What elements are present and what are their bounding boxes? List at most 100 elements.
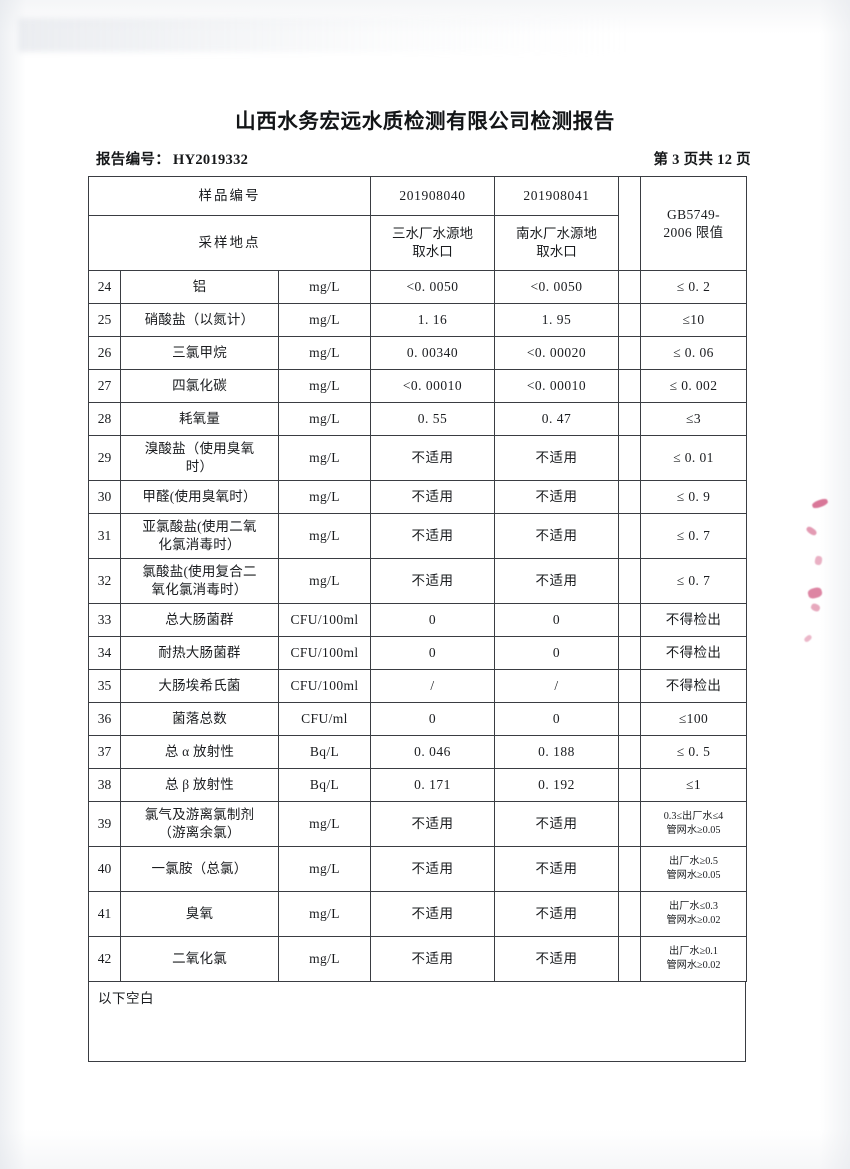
row-item-35: 大肠埃希氏菌 [120,669,279,703]
row-value1-26: 0. 00340 [370,336,495,370]
row-item-24: 铝 [120,270,279,304]
row-item-28: 耗氧量 [120,402,279,436]
results-table: 样品编号 201908040 201908041 GB5749- 2006 限值 采样地点… [88,176,747,982]
row-unit-24: mg/L [278,270,371,304]
row-value2-27: <0. 00010 [494,369,619,403]
row-item-39: 氯气及游离氯制剂 （游离余氯） [120,801,279,847]
row-value1-24: <0. 0050 [370,270,495,304]
row-index-24: 24 [88,270,121,304]
row-gap-24 [618,270,641,304]
row-limit-27: ≤ 0. 002 [640,369,747,403]
row-limit-36: ≤100 [640,702,747,736]
table-row: 37 总 α 放射性 Bq/L 0. 046 0. 188 ≤ 0. 5 [88,735,747,769]
row-limit-39: 0.3≤出厂水≤4 管网水≥0.05 [640,801,747,847]
red-seal-fragments [802,0,832,1169]
table-row: 24 铝 mg/L <0. 0050 <0. 0050 ≤ 0. 2 [88,270,747,304]
row-limit-30: ≤ 0. 9 [640,480,747,514]
row-value2-40: 不适用 [494,846,619,892]
row-value1-39: 不适用 [370,801,495,847]
row-value2-41: 不适用 [494,891,619,937]
table-row: 41 臭氧 mg/L 不适用 不适用 出厂水≤0.3 管网水≥0.02 [88,891,747,937]
row-index-40: 40 [88,846,121,892]
row-limit-38: ≤1 [640,768,747,802]
report-number: 报告编号： HY2019332 [96,148,248,169]
header-sample-site-2: 南水厂水源地 取水口 [494,215,619,271]
row-index-26: 26 [88,336,121,370]
row-value1-32: 不适用 [370,558,495,604]
row-gap-35 [618,669,641,703]
table-row: 26 三氯甲烷 mg/L 0. 00340 <0. 00020 ≤ 0. 06 [88,336,747,370]
row-unit-31: mg/L [278,513,371,559]
row-limit-41: 出厂水≤0.3 管网水≥0.02 [640,891,747,937]
table-row: 42 二氧化氯 mg/L 不适用 不适用 出厂水≥0.1 管网水≥0.02 [88,936,747,982]
row-value1-41: 不适用 [370,891,495,937]
row-gap-41 [618,891,641,937]
row-index-39: 39 [88,801,121,847]
row-value2-32: 不适用 [494,558,619,604]
row-gap-34 [618,636,641,670]
row-value1-31: 不适用 [370,513,495,559]
row-value1-36: 0 [370,702,495,736]
row-value1-27: <0. 00010 [370,369,495,403]
table-row: 39 氯气及游离氯制剂 （游离余氯） mg/L 不适用 不适用 0.3≤出厂水≤4 管网水≥0… [88,801,747,847]
row-unit-28: mg/L [278,402,371,436]
row-item-31: 亚氯酸盐(使用二氧 化氯消毒时） [120,513,279,559]
row-gap-37 [618,735,641,769]
row-item-27: 四氯化碳 [120,369,279,403]
row-value1-25: 1. 16 [370,303,495,337]
table-row: 28 耗氧量 mg/L 0. 55 0. 47 ≤3 [88,402,747,436]
row-index-36: 36 [88,702,121,736]
report-meta-row: 报告编号： HY2019332 第 3 页共 12 页 [96,148,751,169]
table-row: 32 氯酸盐(使用复合二 氧化氯消毒时） mg/L 不适用 不适用 ≤ 0. 7 [88,558,747,604]
table-row: 33 总大肠菌群 CFU/100ml 0 0 不得检出 [88,603,747,637]
row-value1-33: 0 [370,603,495,637]
row-limit-34: 不得检出 [640,636,747,670]
row-index-25: 25 [88,303,121,337]
row-value1-30: 不适用 [370,480,495,514]
row-unit-34: CFU/100ml [278,636,371,670]
row-limit-42: 出厂水≥0.1 管网水≥0.02 [640,936,747,982]
header-sample-no-1: 201908040 [370,176,495,216]
row-value2-37: 0. 188 [494,735,619,769]
row-value2-31: 不适用 [494,513,619,559]
row-limit-35: 不得检出 [640,669,747,703]
report-number-value: HY2019332 [173,152,249,168]
row-item-25: 硝酸盐（以氮计） [120,303,279,337]
row-value1-35: / [370,669,495,703]
row-item-33: 总大肠菌群 [120,603,279,637]
row-value2-38: 0. 192 [494,768,619,802]
row-limit-28: ≤3 [640,402,747,436]
row-value1-34: 0 [370,636,495,670]
row-value1-42: 不适用 [370,936,495,982]
header-sample-site-1: 三水厂水源地 取水口 [370,215,495,271]
row-value2-24: <0. 0050 [494,270,619,304]
row-index-41: 41 [88,891,121,937]
row-limit-37: ≤ 0. 5 [640,735,747,769]
row-unit-33: CFU/100ml [278,603,371,637]
row-gap-29 [618,435,641,481]
row-item-41: 臭氧 [120,891,279,937]
table-row: 40 一氯胺（总氯） mg/L 不适用 不适用 出厂水≥0.5 管网水≥0.05 [88,846,747,892]
row-unit-27: mg/L [278,369,371,403]
row-unit-25: mg/L [278,303,371,337]
row-value1-28: 0. 55 [370,402,495,436]
header-sample-no-2: 201908041 [494,176,619,216]
seal-fragment-4 [806,586,824,600]
row-item-37: 总 α 放射性 [120,735,279,769]
row-value1-38: 0. 171 [370,768,495,802]
row-value2-35: / [494,669,619,703]
row-index-34: 34 [88,636,121,670]
seal-fragment-6 [803,634,813,643]
row-index-35: 35 [88,669,121,703]
table-row: 34 耐热大肠菌群 CFU/100ml 0 0 不得检出 [88,636,747,670]
seal-fragment-3 [814,555,823,566]
row-value2-30: 不适用 [494,480,619,514]
row-gap-26 [618,336,641,370]
row-index-31: 31 [88,513,121,559]
header-sample-site-label: 采样地点 [88,215,371,271]
row-item-38: 总 β 放射性 [120,768,279,802]
row-gap-42 [618,936,641,982]
row-unit-35: CFU/100ml [278,669,371,703]
row-item-42: 二氧化氯 [120,936,279,982]
row-index-32: 32 [88,558,121,604]
